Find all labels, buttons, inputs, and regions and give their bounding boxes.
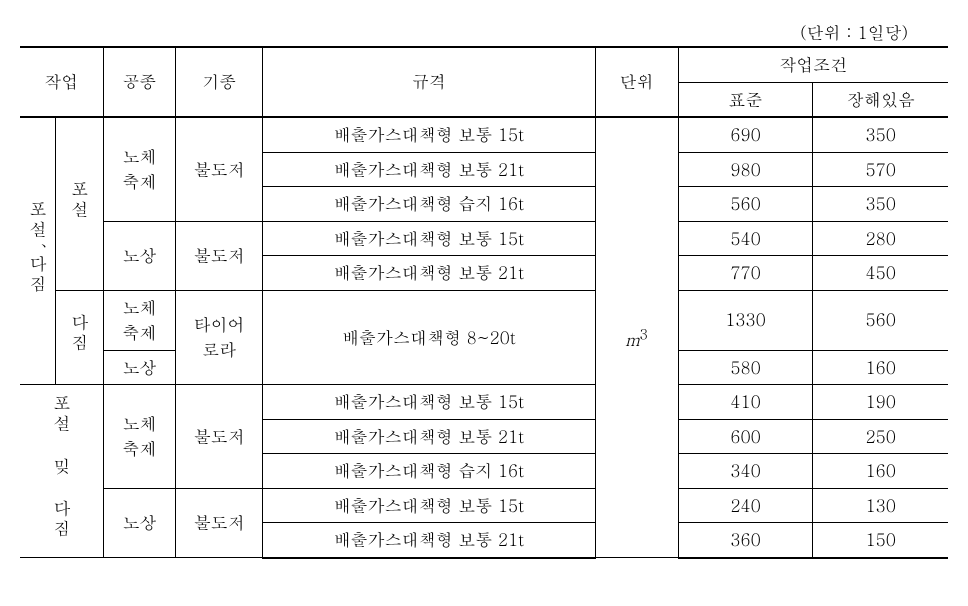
spec-cell: 배출가스대책형 습지 16t [263,454,595,489]
spec-cell: 배출가스대책형 보통 21t [263,256,595,291]
obs-cell: 450 [813,256,948,291]
table-row: 다짐 노체 축제 타이어 로라 배출가스대책형 8~20t 1330 560 [20,290,948,350]
unit-cell: m3 [595,117,678,558]
work-outer-2: 포설 밎 다짐 [20,385,103,558]
std-cell: 540 [678,221,813,256]
table-row: 노상 불도저 배출가스대책형 보통 15t 540 280 [20,221,948,256]
table-row: 포설 밎 다짐 노체 축제 불도저 배출가스대책형 보통 15t 410 190 [20,385,948,420]
spec-cell: 배출가스대책형 보통 15t [263,488,595,523]
spec-cell: 배출가스대책형 습지 16t [263,187,595,222]
spec-cell: 배출가스대책형 보통 21t [263,419,595,454]
spec-cell: 배출가스대책형 보통 21t [263,152,595,187]
type-cell: 노체 축제 [103,117,176,221]
std-cell: 240 [678,488,813,523]
machine-cell: 불도저 [176,117,263,221]
type-cell: 노상 [103,350,176,385]
col-spec: 규격 [263,47,595,117]
spec-cell: 배출가스대책형 보통 15t [263,117,595,152]
obs-cell: 350 [813,187,948,222]
std-cell: 980 [678,152,813,187]
obs-cell: 250 [813,419,948,454]
machine-cell: 불도저 [176,385,263,489]
col-work: 작업 [20,47,103,117]
table-row: 포설、다짐 포설 노체 축제 불도저 배출가스대책형 보통 15t m3 690… [20,117,948,152]
col-cond: 작업조건 [678,47,948,82]
std-cell: 340 [678,454,813,489]
std-cell: 560 [678,187,813,222]
std-cell: 600 [678,419,813,454]
col-unit: 단위 [595,47,678,117]
machine-cell: 불도저 [176,488,263,558]
machine-cell: 불도저 [176,221,263,290]
spec-cell: 배출가스대책형 보통 21t [263,523,595,558]
obs-cell: 160 [813,454,948,489]
obs-cell: 190 [813,385,948,420]
obs-cell: 280 [813,221,948,256]
work-outer-1: 포설、다짐 [20,117,55,385]
std-cell: 770 [678,256,813,291]
spec-cell: 배출가스대책형 8~20t [263,290,595,385]
obs-cell: 560 [813,290,948,350]
spec-cell: 배출가스대책형 보통 15t [263,385,595,420]
machine-cell: 타이어 로라 [176,290,263,385]
header-row-1: 작업 공종 기종 규격 단위 작업조건 [20,47,948,82]
std-cell: 1330 [678,290,813,350]
col-obstacle: 장해있음 [813,82,948,117]
obs-cell: 130 [813,488,948,523]
std-cell: 580 [678,350,813,385]
unit-symbol: m3 [625,327,648,351]
table-row: 노상 불도저 배출가스대책형 보통 15t 240 130 [20,488,948,523]
col-standard: 표준 [678,82,813,117]
std-cell: 360 [678,523,813,558]
spec-cell: 배출가스대책형 보통 15t [263,221,595,256]
std-cell: 410 [678,385,813,420]
obs-cell: 350 [813,117,948,152]
obs-cell: 570 [813,152,948,187]
type-cell: 노상 [103,488,176,558]
work-inner-1a: 포설 [55,117,103,290]
type-cell: 노상 [103,221,176,290]
work-inner-1b: 다짐 [55,290,103,385]
obs-cell: 160 [813,350,948,385]
spec-table: 작업 공종 기종 규격 단위 작업조건 표준 장해있음 포설、다짐 포설 노체 … [20,46,948,559]
std-cell: 690 [678,117,813,152]
col-machine: 기종 [176,47,263,117]
type-cell: 노체 축제 [103,385,176,489]
unit-note: (단위 : 1일당) [20,20,948,44]
obs-cell: 150 [813,523,948,558]
type-cell: 노체 축제 [103,290,176,350]
col-type: 공종 [103,47,176,117]
